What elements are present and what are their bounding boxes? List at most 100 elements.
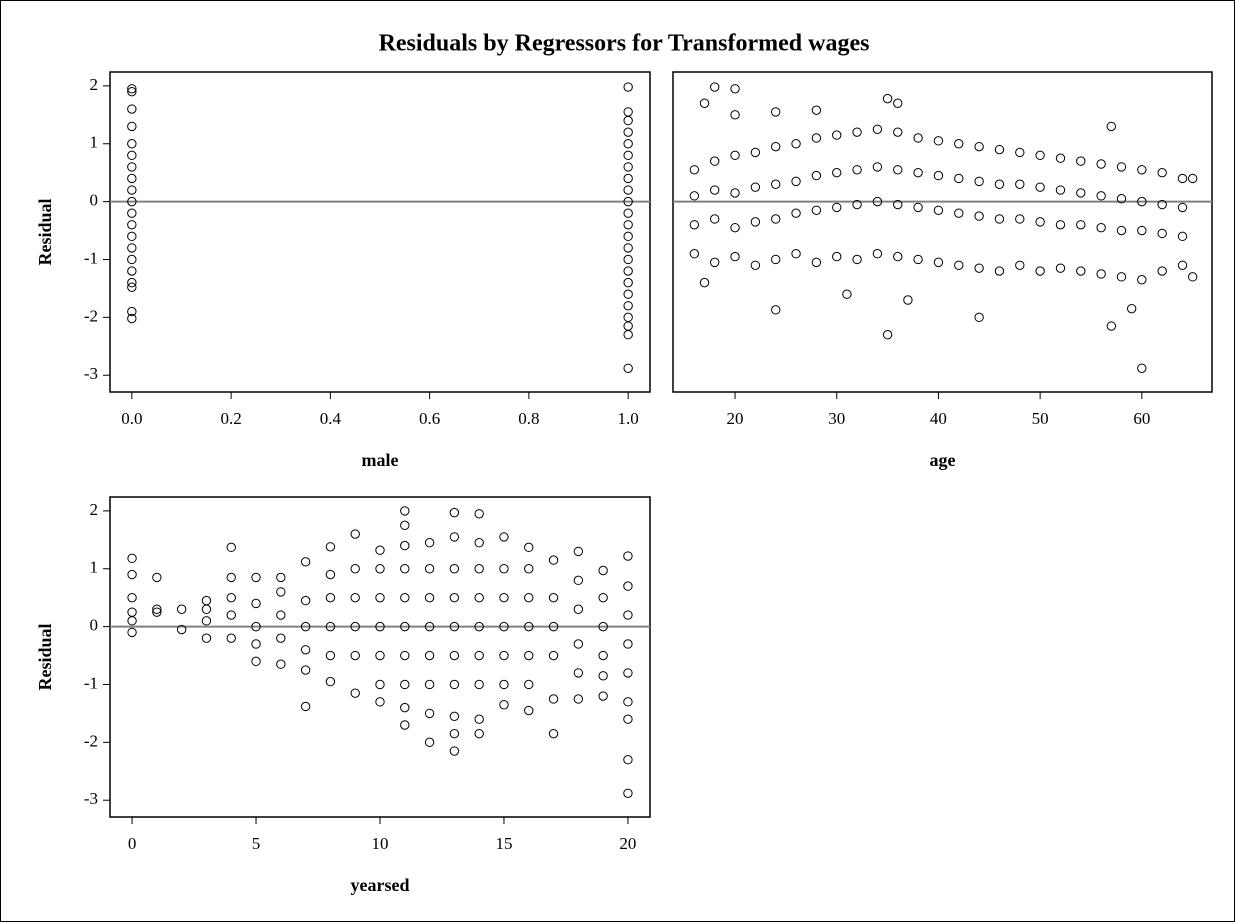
- x-tick-label: 50: [1032, 409, 1049, 428]
- point: [623, 115, 633, 126]
- x-tick-label: 0.6: [419, 409, 440, 428]
- plot-frame: [109, 71, 651, 393]
- x-tick-label: 40: [930, 409, 947, 428]
- point: [623, 173, 633, 184]
- point: [1177, 173, 1188, 184]
- point: [226, 610, 236, 620]
- point: [127, 616, 137, 626]
- point: [449, 650, 460, 661]
- point: [1015, 179, 1025, 189]
- x-tick-label: 1.0: [618, 409, 639, 428]
- point: [1137, 196, 1147, 207]
- point: [1177, 202, 1188, 213]
- point: [251, 572, 261, 583]
- x-tick-label: 10: [372, 834, 389, 853]
- point: [709, 82, 720, 92]
- point: [226, 572, 236, 583]
- point: [127, 104, 137, 114]
- point: [424, 592, 435, 603]
- point: [499, 592, 509, 603]
- point: [730, 222, 740, 233]
- point: [127, 569, 137, 580]
- point: [325, 569, 336, 580]
- point: [350, 650, 360, 661]
- point: [325, 621, 336, 632]
- point: [400, 621, 410, 632]
- point: [623, 231, 633, 242]
- point: [598, 592, 608, 603]
- point: [893, 251, 903, 262]
- point: [127, 220, 137, 230]
- point: [350, 529, 360, 539]
- point: [300, 665, 311, 675]
- point: [1116, 225, 1127, 236]
- point: [375, 621, 385, 632]
- point: [832, 167, 842, 178]
- point: [127, 231, 137, 242]
- point: [1015, 260, 1025, 270]
- point: [623, 82, 633, 92]
- point: [771, 107, 781, 117]
- point: [709, 214, 720, 224]
- point: [994, 266, 1005, 276]
- point: [730, 251, 740, 262]
- point: [449, 728, 460, 739]
- point: [449, 507, 460, 518]
- point: [474, 621, 484, 632]
- point: [893, 127, 903, 137]
- point: [127, 185, 137, 195]
- x-axis-label: yearsed: [351, 875, 410, 895]
- point: [350, 688, 360, 698]
- y-tick-label: 2: [90, 75, 99, 94]
- point: [623, 277, 633, 288]
- point: [699, 98, 710, 108]
- point: [872, 196, 883, 207]
- point: [750, 260, 761, 270]
- point: [474, 564, 484, 574]
- point: [1187, 272, 1198, 282]
- point: [974, 263, 984, 273]
- point: [750, 182, 761, 192]
- x-tick-label: 5: [252, 834, 261, 853]
- y-tick-label: 1: [90, 133, 99, 152]
- point: [400, 506, 410, 516]
- point: [1116, 272, 1127, 282]
- point: [872, 162, 883, 172]
- point: [375, 564, 385, 574]
- point: [974, 176, 984, 187]
- point: [893, 199, 903, 210]
- point: [548, 728, 559, 739]
- point: [276, 659, 286, 669]
- point: [1015, 214, 1025, 224]
- point: [1076, 156, 1086, 166]
- point: [573, 639, 584, 649]
- x-tick-label: 20: [619, 834, 636, 853]
- point: [791, 248, 801, 259]
- point: [251, 639, 261, 649]
- point: [872, 248, 883, 259]
- point: [730, 188, 740, 198]
- point: [400, 540, 410, 551]
- point: [1076, 188, 1086, 198]
- point: [1096, 222, 1106, 233]
- point: [127, 139, 137, 149]
- x-tick-label: 0.0: [121, 409, 142, 428]
- x-tick-label: 0.4: [320, 409, 342, 428]
- point: [832, 202, 842, 213]
- point: [709, 185, 720, 195]
- point: [449, 711, 460, 722]
- point: [1096, 191, 1106, 201]
- point: [474, 714, 484, 724]
- point: [449, 564, 460, 574]
- point: [791, 176, 801, 187]
- point: [954, 173, 964, 184]
- x-tick-label: 0.2: [220, 409, 241, 428]
- point: [852, 199, 862, 210]
- point: [548, 650, 559, 661]
- point: [623, 301, 633, 311]
- point: [573, 604, 584, 614]
- point: [623, 610, 633, 620]
- point: [1096, 269, 1106, 279]
- point: [852, 127, 862, 137]
- point: [375, 697, 385, 707]
